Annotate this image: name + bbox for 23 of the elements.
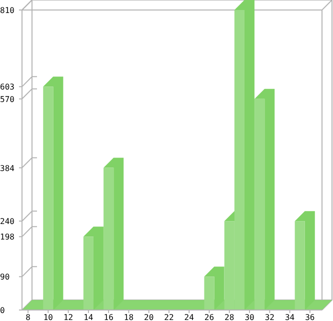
y-tick-label: 384 [0,164,15,173]
x-tick-label: 16 [104,313,114,321]
x-tick-label: 24 [184,313,194,321]
y-tick-label: 570 [0,94,15,104]
x-tick-label: 14 [84,313,94,321]
x-tick-label: 34 [284,313,295,321]
x-tick-label: 8 [26,313,31,321]
y-tick-label: 810 [0,6,15,15]
x-tick-label: 28 [224,313,234,321]
y-tick-label: 0 [0,306,5,315]
y-tick-label: 603 [0,82,15,92]
x-tick-label: 32 [264,313,275,321]
x-tick-label: 12 [63,313,74,321]
x-tick-label: 36 [305,313,315,321]
x-tick-label: 10 [43,313,54,321]
x-tick-label: 22 [164,313,174,321]
y-tick-label: 90 [0,272,10,282]
x-tick-label: 26 [204,313,214,321]
x-tick-label: 18 [124,313,134,321]
x-tick-label: 30 [244,313,255,321]
x-tick-label: 20 [144,313,154,321]
y-tick-label: 240 [0,217,15,226]
y-tick-label: 198 [0,232,15,242]
